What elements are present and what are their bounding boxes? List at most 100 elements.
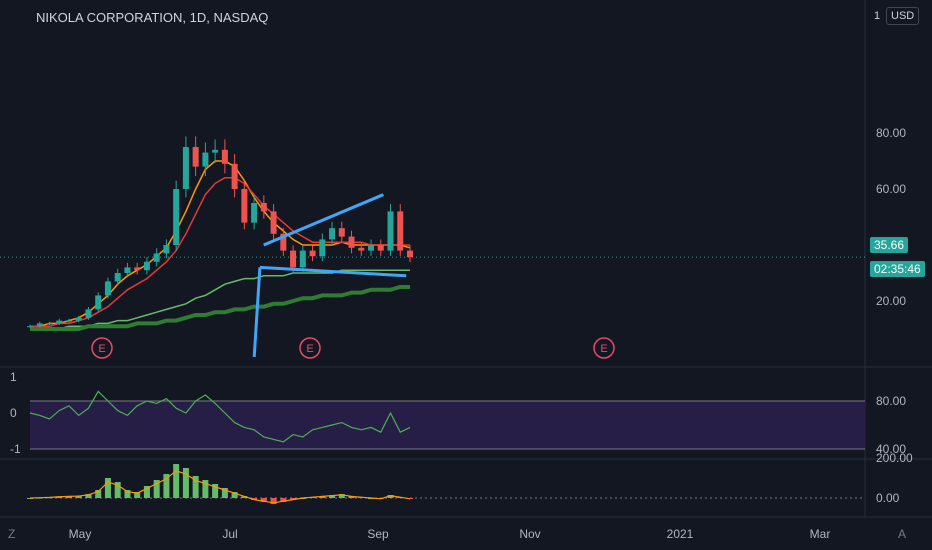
candle-body [338, 228, 345, 237]
trendline [252, 267, 262, 358]
histogram-bar [75, 495, 82, 498]
candle-body [85, 309, 92, 318]
rsi-band [30, 401, 865, 449]
candle-body [387, 211, 394, 251]
histogram-bar [387, 495, 394, 498]
earnings-marker-label: E [306, 343, 313, 355]
histogram-bar [104, 478, 111, 498]
candle-body [329, 228, 336, 240]
candle-body [212, 149, 219, 153]
oscillator-2-pane [27, 464, 865, 504]
histogram-bar [153, 480, 160, 498]
candle-body [270, 211, 277, 234]
oscillator-1-pane [29, 390, 865, 450]
candle-body [299, 250, 306, 268]
histogram-bar [280, 498, 287, 502]
trendline [259, 265, 407, 278]
candle-body [114, 273, 121, 282]
histogram-bar [231, 492, 238, 498]
oscillator-left-tick: -1 [10, 442, 21, 456]
candle-body [95, 295, 102, 310]
earnings-marker [91, 337, 113, 359]
earnings-marker [299, 337, 321, 359]
price-tick-label: 80.00 [876, 126, 906, 140]
candle-body [46, 323, 53, 325]
price-tick-label: 60.00 [876, 182, 906, 196]
earnings-marker-label: E [98, 343, 105, 355]
candle-body [56, 320, 63, 324]
candle-body [182, 147, 189, 189]
histogram-bar [124, 490, 131, 498]
histogram-bar [329, 495, 336, 498]
candle-body [348, 236, 355, 248]
candle-body [192, 147, 199, 167]
candle-body [173, 189, 180, 245]
candle-body [309, 250, 316, 257]
candle-body [134, 267, 141, 271]
histogram-bar [173, 464, 180, 498]
candle-body [397, 211, 404, 251]
candle-body [124, 267, 131, 273]
bar-countdown-badge: 02:35:46 [870, 261, 925, 277]
candle-body [241, 189, 248, 223]
candle-body [36, 323, 43, 327]
currency-button[interactable]: USD [886, 7, 920, 25]
time-tick-label: 2021 [667, 527, 694, 541]
signal-line [29, 470, 411, 504]
price-tick-label: 20.00 [876, 294, 906, 308]
histogram-bar [182, 468, 189, 498]
zoom-icon[interactable]: Z [8, 527, 16, 541]
candle-body [202, 152, 209, 167]
candle-body [27, 326, 33, 328]
candle-body [368, 245, 375, 251]
candle-body [231, 163, 238, 189]
time-tick-label: May [69, 527, 92, 541]
earnings-marker [593, 337, 615, 359]
rsi-line [29, 390, 411, 443]
histogram-bar [134, 492, 141, 498]
candle-body [163, 245, 170, 254]
candle-body [221, 149, 228, 164]
histogram-bar [212, 484, 219, 498]
earnings-marker-label: E [600, 343, 607, 355]
candle-body [260, 203, 267, 212]
histogram-bar [338, 494, 345, 498]
histogram-bar [27, 498, 33, 499]
histogram-bar [95, 490, 102, 498]
candle-body [104, 281, 111, 296]
candle-body [251, 203, 258, 223]
candle-body [358, 247, 365, 251]
candle-body [290, 250, 297, 268]
candle-body [143, 261, 150, 271]
moving-average-line [30, 285, 410, 331]
oscillator-left-tick: 0 [10, 406, 17, 420]
time-tick-label: Jul [222, 527, 237, 541]
time-tick-label: Sep [367, 527, 389, 541]
moving-average-line [30, 160, 411, 327]
moving-average-line [30, 177, 410, 327]
oscillator-left-tick: 1 [10, 370, 17, 384]
histogram-bar [163, 474, 170, 498]
oscillator-right-tick: 40.00 [876, 442, 906, 456]
oscillator-right-tick: 80.00 [876, 394, 906, 408]
oscillator-2-right-tick: 200.00 [876, 451, 913, 465]
candle-body [377, 245, 384, 251]
histogram-bar [114, 482, 121, 498]
time-tick-label: Mar [810, 527, 831, 541]
histogram-bar [192, 476, 199, 498]
candle-body [319, 239, 326, 257]
symbol-title: NIKOLA CORPORATION, 1D, NASDAQ [36, 10, 269, 25]
candle-body [65, 320, 72, 322]
time-tick-label: Nov [519, 527, 540, 541]
axes: 80.00 60.00 40.00 20.00 May Jul Sep Nov 2021 Mar 1… [10, 126, 913, 541]
histogram-bar [270, 498, 277, 504]
candle-body [280, 233, 287, 251]
histogram-bar [221, 488, 228, 498]
moving-average-line [30, 269, 410, 330]
currency-prefix: 1 [874, 10, 881, 22]
histogram-bar [260, 498, 267, 502]
histogram-bar [85, 494, 92, 498]
auto-scale-icon[interactable]: A [898, 527, 907, 541]
